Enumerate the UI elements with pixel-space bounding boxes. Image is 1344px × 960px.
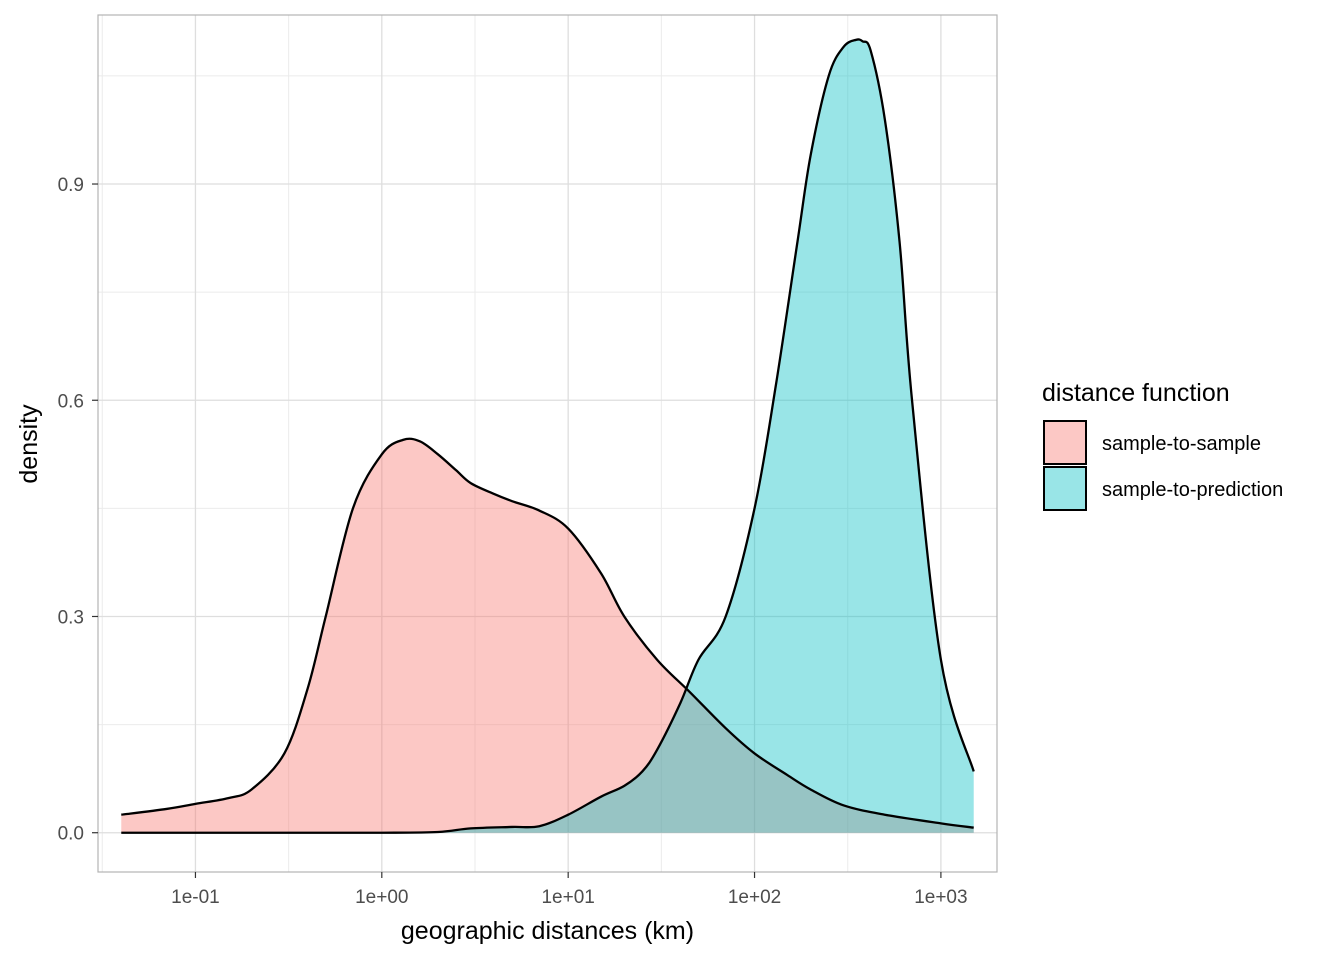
- plot-panel-border: [97, 14, 998, 873]
- legend: distance function sample-to-sample sampl…: [1042, 379, 1283, 511]
- legend-title: distance function: [1042, 379, 1230, 407]
- x-tick-label: 1e+02: [728, 887, 781, 908]
- legend-entry-sample-to-sample: sample-to-sample: [1043, 420, 1261, 465]
- x-tick-label: 1e+00: [355, 887, 408, 908]
- major-gridlines: [98, 15, 997, 872]
- density-area-sample-to-prediction: [121, 39, 974, 833]
- x-axis-title: geographic distances (km): [401, 917, 694, 945]
- density-areas: [121, 39, 974, 833]
- x-tick-label: 1e-01: [171, 887, 220, 908]
- y-tick-label: 0.3: [58, 607, 84, 628]
- x-tick-label: 1e+01: [541, 887, 594, 908]
- legend-label-sample-to-sample: sample-to-sample: [1102, 433, 1261, 455]
- legend-key-sample-to-prediction: [1043, 466, 1087, 511]
- legend-key-sample-to-sample: [1043, 420, 1087, 465]
- x-axis: 1e-01 1e+00 1e+01 1e+02 1e+03: [171, 872, 968, 908]
- y-axis: 0.0 0.3 0.6 0.9: [58, 175, 98, 845]
- density-lines: [121, 38, 975, 834]
- y-tick-label: 0.6: [58, 391, 84, 412]
- x-tick-label: 1e+03: [914, 887, 967, 908]
- legend-label-sample-to-prediction: sample-to-prediction: [1102, 479, 1283, 501]
- y-axis-title: density: [15, 404, 43, 484]
- y-tick-label: 0.0: [58, 824, 84, 845]
- density-line-sample-to-sample: [121, 437, 974, 829]
- legend-entry-sample-to-prediction: sample-to-prediction: [1043, 466, 1283, 511]
- density-area-sample-to-sample: [121, 438, 974, 833]
- minor-gridlines: [98, 15, 997, 872]
- density-line-sample-to-prediction: [121, 38, 975, 834]
- y-tick-label: 0.9: [58, 175, 84, 196]
